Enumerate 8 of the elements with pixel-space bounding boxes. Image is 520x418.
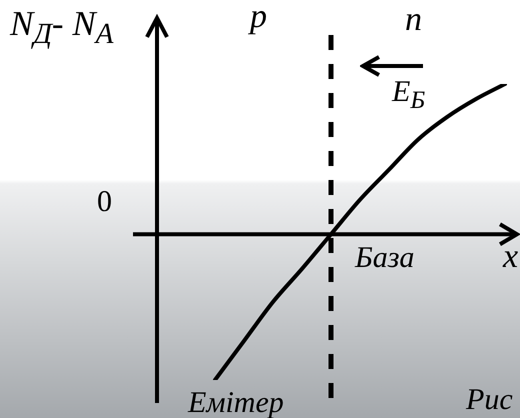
annotation: E$_{Б}$ [392,75,426,114]
text: 0 [97,185,112,218]
y-axis-title: N$_{Д}$- N$_{А}$ [10,4,114,50]
text: n [405,1,422,38]
text: Рис [466,383,513,416]
annotation: База [355,241,414,274]
x-axis-title: x [503,238,518,276]
text: p [250,0,267,35]
